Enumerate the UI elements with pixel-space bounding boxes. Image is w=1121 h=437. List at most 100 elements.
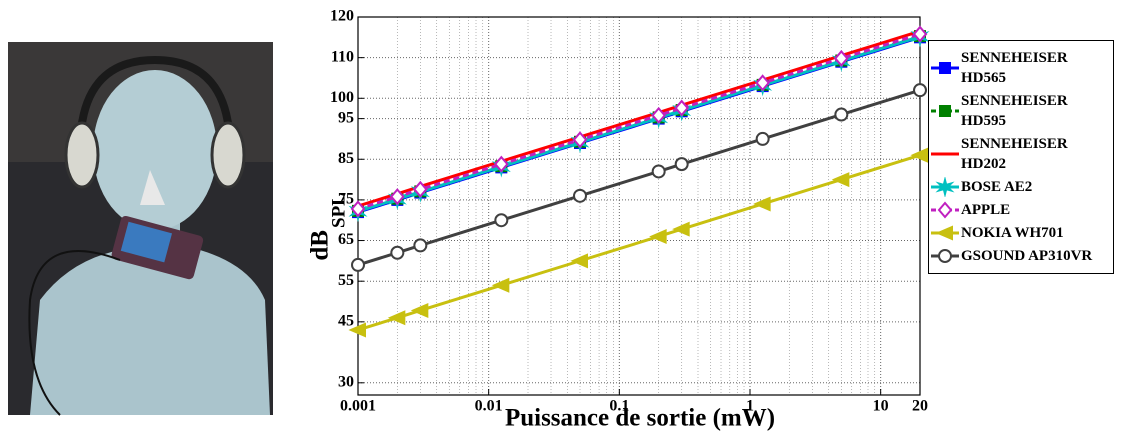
marker (387, 310, 406, 326)
line (357, 153, 921, 332)
marker (753, 196, 771, 212)
x-tick-label: 0.01 (475, 397, 503, 414)
marker (494, 213, 509, 228)
marker (834, 107, 849, 122)
legend-entry: BOSE AE2 (929, 177, 1113, 197)
plot-frame (357, 16, 921, 396)
marker (649, 228, 667, 245)
marker (351, 257, 365, 272)
x-tick-label: 10 (873, 397, 889, 414)
nose (140, 170, 165, 205)
legend-entry: SENNEHEISER HD202 (929, 134, 1113, 174)
x-tick-label: 1 (746, 397, 754, 414)
marker (651, 164, 666, 179)
mannequin-head (93, 70, 217, 230)
cable (28, 250, 121, 416)
line (357, 29, 921, 208)
series (348, 147, 928, 338)
y-axis-title: dB SPL (307, 193, 350, 260)
legend-entry: SENNEHEISER HD565 (929, 48, 1113, 88)
marker (913, 83, 927, 98)
legend-entry: SENNEHEISER HD595 (929, 91, 1113, 131)
x-tick-label: 20 (912, 397, 928, 414)
y-tick-label: 100 (330, 89, 354, 106)
legend-entry: APPLE (929, 200, 1113, 220)
legend-swatch (931, 201, 959, 219)
marker (939, 62, 951, 74)
y-tick-label: 95 (338, 109, 354, 126)
marker (410, 302, 429, 318)
legend-label: GSOUND AP310VR (961, 248, 1093, 264)
photo (8, 42, 273, 416)
legend-swatch (931, 225, 959, 241)
marker (413, 238, 428, 253)
marker (831, 172, 850, 188)
marker (935, 177, 955, 197)
marker (350, 200, 366, 218)
marker (674, 157, 689, 172)
marker (570, 253, 588, 269)
line (357, 88, 921, 267)
marker (390, 245, 405, 260)
legend-swatch (931, 62, 959, 74)
y-axis-title-main: dB (307, 230, 334, 261)
phone-screen (120, 221, 173, 263)
y-tick-label: 75 (338, 191, 354, 208)
legend-entry: NOKIA WH701 (929, 223, 1113, 243)
grid (357, 16, 921, 395)
legend-label: SENNEHEISER HD595 (961, 93, 1068, 129)
x-tick-label: 0.001 (340, 397, 376, 414)
marker (390, 188, 405, 206)
marker (413, 180, 428, 198)
legend-swatch (931, 249, 959, 263)
marker (491, 277, 510, 293)
line (357, 32, 921, 211)
marker (651, 106, 666, 124)
mannequin-shoulders (30, 250, 270, 415)
legend-entry: GSOUND AP310VR (929, 246, 1113, 266)
marker (937, 201, 953, 219)
y-tick-label: 65 (338, 231, 354, 248)
marker (938, 249, 952, 263)
marker (834, 49, 849, 67)
headphone-cup (210, 121, 246, 189)
legend-label: SENNEHEISER HD202 (961, 136, 1068, 172)
y-tick-label: 110 (331, 48, 354, 65)
legend-swatch (931, 177, 959, 197)
series (350, 25, 928, 218)
y-tick-label: 45 (338, 313, 354, 330)
headphone-cup (64, 121, 100, 189)
series (357, 29, 921, 208)
legend-label: BOSE AE2 (961, 179, 1033, 195)
legend: SENNEHEISER HD565 SENNEHEISER HD595 SENNEH… (928, 40, 1114, 274)
marker (672, 221, 690, 237)
y-tick-label: 85 (338, 150, 354, 167)
series (351, 83, 927, 272)
legend-label: SENNEHEISER HD565 (961, 50, 1068, 86)
legend-swatch (931, 152, 959, 156)
y-axis-title-sub: SPL (328, 193, 349, 228)
y-tick-label: 55 (338, 272, 354, 289)
headphone-band (76, 55, 234, 151)
legend-label: APPLE (961, 202, 1011, 218)
marker (935, 225, 953, 241)
line (357, 35, 921, 213)
marker (755, 131, 770, 146)
marker (572, 131, 588, 149)
legend-swatch (931, 105, 959, 117)
marker (755, 74, 770, 92)
marker (348, 322, 366, 338)
marker (572, 188, 587, 203)
y-tick-label: 120 (330, 8, 354, 25)
marker (674, 99, 689, 117)
marker (910, 147, 928, 163)
y-tick-label: 30 (338, 373, 354, 390)
marker (939, 105, 951, 117)
marker (912, 25, 928, 43)
legend-label: NOKIA WH701 (961, 225, 1064, 241)
x-axis-title: Puissance de sortie (mW) (505, 405, 775, 432)
x-tick-label: 0.1 (609, 397, 629, 414)
marker (494, 155, 509, 173)
